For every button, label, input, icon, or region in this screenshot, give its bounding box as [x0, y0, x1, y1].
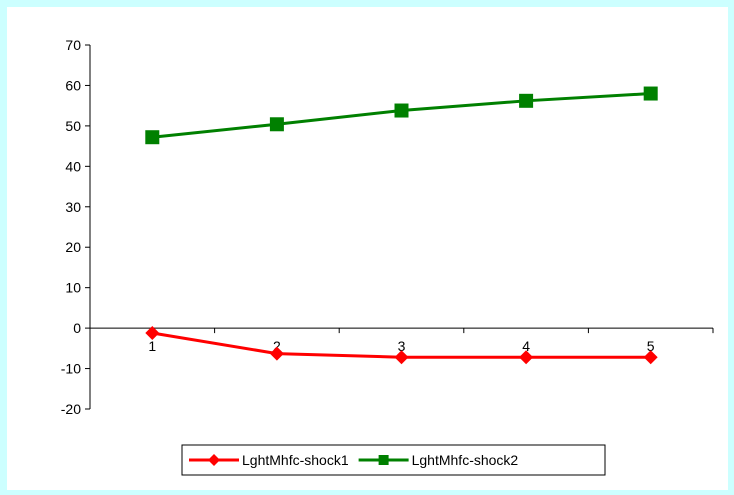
- y-tick-label: 60: [65, 77, 81, 93]
- y-tick-label: 0: [73, 320, 81, 336]
- legend-label: LghtMhfc-shock1: [242, 452, 349, 468]
- series-2: [145, 86, 658, 145]
- legend-swatch-marker: [208, 454, 220, 466]
- legend-item-2: LghtMhfc-shock2: [358, 452, 519, 468]
- y-tick-label: 70: [65, 37, 81, 53]
- data-point: [643, 350, 658, 365]
- data-point: [145, 130, 160, 145]
- legend-swatch-marker: [378, 455, 389, 465]
- y-tick-label: 40: [65, 158, 81, 174]
- x-tick-label: 1: [148, 338, 156, 354]
- y-tick-label: -20: [61, 401, 81, 417]
- y-axis: -20 -10 0 10 20 30 40 50 60 70: [61, 37, 91, 417]
- y-tick-label: -10: [61, 361, 81, 377]
- x-tick-label: 3: [398, 338, 406, 354]
- legend-label: LghtMhfc-shock2: [412, 452, 519, 468]
- chart-area: -20 -10 0 10 20 30 40 50 60 70 1 2 3 4 5 LghtMhfc-sho…: [7, 7, 728, 490]
- data-point: [145, 325, 160, 340]
- legend-item-1: LghtMhfc-shock1: [189, 452, 349, 468]
- series-layer: [145, 86, 658, 365]
- x-tick-label: 4: [522, 338, 530, 354]
- series-1: [145, 325, 658, 365]
- data-point: [519, 93, 534, 108]
- data-point: [269, 346, 284, 361]
- data-point: [394, 103, 409, 118]
- data-point: [269, 117, 284, 132]
- y-tick-label: 20: [65, 239, 81, 255]
- legend: LghtMhfc-shock1 LghtMhfc-shock2: [181, 444, 606, 476]
- x-tick-label: 5: [647, 338, 655, 354]
- line-chart: -20 -10 0 10 20 30 40 50 60 70 1 2 3 4 5 LghtMhfc-sho…: [61, 37, 714, 476]
- x-axis: 1 2 3 4 5: [89, 327, 714, 354]
- data-point: [519, 350, 534, 365]
- x-tick-label: 2: [273, 338, 281, 354]
- y-tick-label: 30: [65, 199, 81, 215]
- y-tick-label: 10: [65, 280, 81, 296]
- data-point: [643, 86, 658, 101]
- y-tick-label: 50: [65, 118, 81, 134]
- data-point: [394, 350, 409, 365]
